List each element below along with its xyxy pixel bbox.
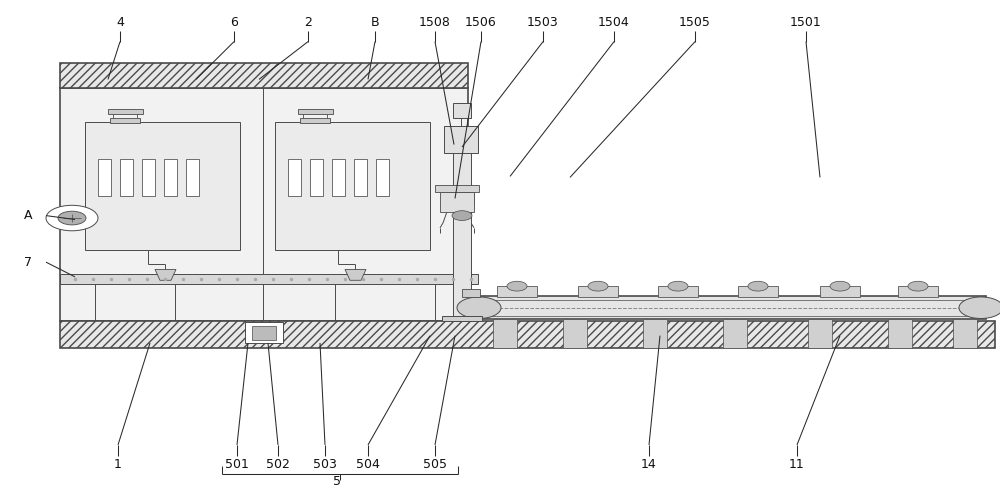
Text: 5: 5 <box>333 475 341 488</box>
Bar <box>120 159 133 196</box>
Text: 501: 501 <box>225 458 249 471</box>
Text: 11: 11 <box>789 458 805 471</box>
Bar <box>578 286 618 297</box>
Bar <box>288 159 301 196</box>
Text: 1: 1 <box>114 458 122 471</box>
Circle shape <box>668 281 688 291</box>
Text: 1503: 1503 <box>527 16 559 28</box>
Text: 504: 504 <box>356 458 380 471</box>
Bar <box>60 63 468 88</box>
Bar <box>820 286 860 297</box>
Text: B: B <box>371 16 379 28</box>
Circle shape <box>908 281 928 291</box>
Bar <box>85 122 240 250</box>
Circle shape <box>457 297 501 318</box>
Text: 502: 502 <box>266 458 290 471</box>
Text: 505: 505 <box>423 458 447 471</box>
Bar <box>888 319 912 348</box>
Bar <box>60 274 478 284</box>
Bar <box>953 319 977 348</box>
Bar <box>435 185 479 192</box>
Bar <box>186 159 199 196</box>
Circle shape <box>46 205 98 231</box>
Bar <box>453 103 471 118</box>
Circle shape <box>830 281 850 291</box>
Bar <box>110 118 140 123</box>
Bar <box>376 159 389 196</box>
Bar <box>497 286 537 297</box>
Bar <box>738 286 778 297</box>
Bar <box>643 319 667 348</box>
Bar <box>332 159 345 196</box>
Bar <box>60 88 468 321</box>
Bar <box>808 319 832 348</box>
Bar <box>354 159 367 196</box>
Bar <box>462 289 480 297</box>
Bar <box>453 143 471 319</box>
Circle shape <box>507 281 527 291</box>
Bar <box>442 316 482 321</box>
Text: 1501: 1501 <box>790 16 822 28</box>
Bar <box>658 286 698 297</box>
Text: 2: 2 <box>304 16 312 28</box>
Polygon shape <box>155 270 176 280</box>
Text: 1505: 1505 <box>679 16 711 28</box>
Text: 1506: 1506 <box>465 16 497 28</box>
Bar <box>444 126 478 153</box>
Bar <box>473 296 986 319</box>
Text: 503: 503 <box>313 458 337 471</box>
Bar <box>300 118 330 123</box>
Bar <box>60 321 995 348</box>
Text: A: A <box>24 209 32 222</box>
Bar <box>252 326 276 340</box>
Bar <box>898 286 938 297</box>
Bar <box>142 159 155 196</box>
Bar <box>98 159 111 196</box>
Bar <box>245 322 283 343</box>
Polygon shape <box>345 270 366 280</box>
Text: 14: 14 <box>641 458 657 471</box>
Circle shape <box>748 281 768 291</box>
Bar <box>275 122 430 250</box>
Bar <box>493 319 517 348</box>
Bar <box>440 192 474 212</box>
Text: 6: 6 <box>230 16 238 28</box>
Bar <box>298 109 333 114</box>
Text: 1504: 1504 <box>598 16 630 28</box>
Bar <box>459 190 474 205</box>
Bar <box>563 319 587 348</box>
Text: 4: 4 <box>116 16 124 28</box>
Bar <box>164 159 177 196</box>
Text: 7: 7 <box>24 256 32 269</box>
Bar <box>310 159 323 196</box>
Circle shape <box>58 211 86 225</box>
Bar <box>108 109 143 114</box>
Bar <box>723 319 747 348</box>
Text: 1508: 1508 <box>419 16 451 28</box>
Circle shape <box>452 211 472 220</box>
Circle shape <box>588 281 608 291</box>
Circle shape <box>959 297 1000 318</box>
